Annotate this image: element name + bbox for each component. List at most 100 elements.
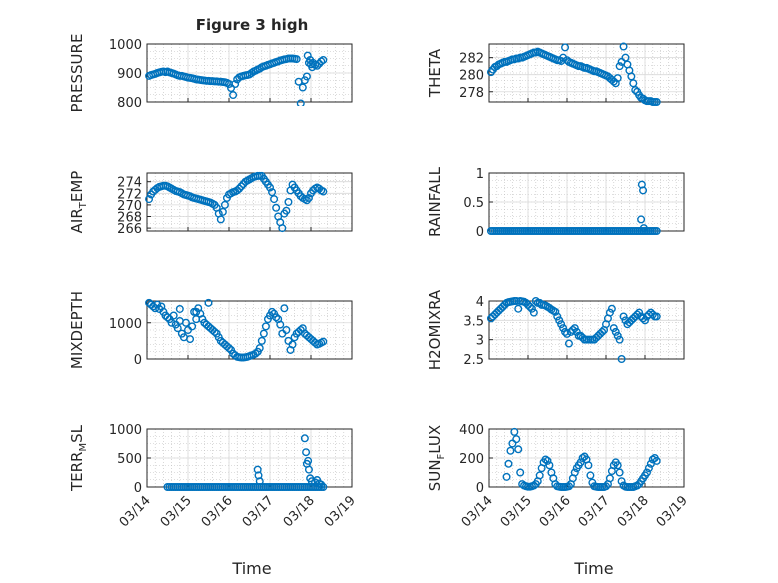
y-tick-label: 270: [117, 199, 142, 214]
data-series: [145, 298, 328, 362]
y-axis-label: TERRMSL: [68, 424, 89, 492]
data-point: [639, 314, 648, 323]
data-point: [276, 320, 285, 329]
data-point: [510, 427, 519, 436]
data-point: [237, 182, 246, 191]
data-point: [543, 456, 552, 465]
data-point: [535, 471, 544, 480]
data-point: [218, 207, 227, 216]
data-point: [619, 312, 628, 321]
data-point: [633, 310, 642, 319]
data-point: [292, 55, 301, 64]
data-point: [259, 329, 268, 338]
data-point: [229, 91, 238, 100]
y-tick-label: 274: [117, 176, 142, 191]
data-series: [163, 434, 328, 491]
data-point: [300, 434, 309, 443]
y-tick-label: 2.5: [463, 353, 484, 368]
data-point: [284, 197, 293, 206]
data-point: [627, 72, 636, 81]
data-series: [486, 42, 661, 106]
data-point: [235, 184, 244, 193]
data-point: [578, 454, 587, 463]
y-tick-label: 500: [117, 452, 142, 467]
data-point: [266, 183, 275, 192]
y-tick-label: 272: [117, 187, 142, 202]
data-point: [204, 298, 213, 307]
y-tick-label: 4: [476, 295, 484, 310]
data-point: [270, 195, 279, 204]
figure-title: Figure 3 high: [196, 16, 309, 34]
x-axis-label-left: Time: [231, 559, 271, 578]
subplot-rainfall: 0 0.5 1 RAINFALL: [426, 166, 685, 240]
data-point: [272, 203, 281, 212]
data-point: [652, 97, 661, 106]
data-point: [181, 318, 190, 327]
data-point: [303, 51, 312, 60]
data-point: [633, 481, 642, 490]
data-point: [527, 304, 536, 313]
data-point: [617, 355, 626, 363]
data-point: [186, 335, 195, 344]
y-tick-label: 0.5: [463, 196, 484, 211]
data-point: [613, 461, 622, 470]
data-point: [302, 196, 311, 205]
y-tick-label: 800: [117, 96, 142, 111]
data-point: [545, 461, 554, 470]
data-point: [529, 481, 538, 490]
data-point: [615, 335, 624, 344]
data-point: [637, 215, 646, 224]
data-point: [531, 297, 540, 306]
data-point: [167, 318, 176, 327]
data-point: [557, 320, 566, 329]
data-point: [313, 61, 322, 70]
data-point: [304, 456, 313, 465]
data-point: [635, 308, 644, 317]
data-point: [615, 468, 624, 477]
data-point: [319, 187, 328, 196]
data-point: [304, 193, 313, 202]
data-point: [257, 336, 266, 345]
data-point: [641, 316, 650, 325]
data-point: [231, 80, 240, 89]
data-point: [253, 465, 262, 474]
data-point: [255, 477, 264, 486]
data-point: [304, 465, 313, 474]
data-point: [514, 445, 523, 454]
x-axis-label-right: Time: [573, 559, 613, 578]
data-point: [216, 215, 225, 224]
y-axis-label: RAINFALL: [426, 166, 444, 237]
data-point: [561, 43, 570, 52]
data-point: [639, 186, 648, 195]
data-point: [319, 55, 328, 64]
data-point: [652, 226, 661, 235]
y-tick-label: 1: [476, 167, 484, 182]
data-point: [282, 206, 291, 215]
data-point: [629, 79, 638, 88]
data-point: [605, 308, 614, 317]
data-point: [288, 340, 297, 349]
data-point: [319, 337, 328, 346]
y-axis-label-subscript: F: [436, 453, 447, 459]
data-point: [598, 327, 607, 336]
data-series: [486, 297, 661, 363]
data-point: [611, 79, 620, 88]
data-point: [280, 304, 289, 313]
y-axis-label-suffix: EMP: [68, 171, 86, 202]
axes-box: [488, 300, 685, 360]
y-tick-label: 0: [134, 353, 142, 368]
data-point: [278, 224, 287, 233]
subplot-theta: 278 280 282 THETA: [426, 42, 685, 106]
data-point: [551, 307, 560, 316]
data-point: [619, 42, 628, 51]
y-tick-label: 0: [476, 225, 484, 240]
data-point: [570, 468, 579, 477]
data-point: [602, 482, 611, 491]
data-point: [570, 324, 579, 333]
data-point: [227, 84, 236, 93]
data-point: [504, 459, 513, 468]
y-axis-label-subscript: M: [78, 443, 89, 452]
data-point: [233, 186, 242, 195]
data-point: [175, 304, 184, 313]
y-tick-label: 282: [459, 52, 484, 67]
